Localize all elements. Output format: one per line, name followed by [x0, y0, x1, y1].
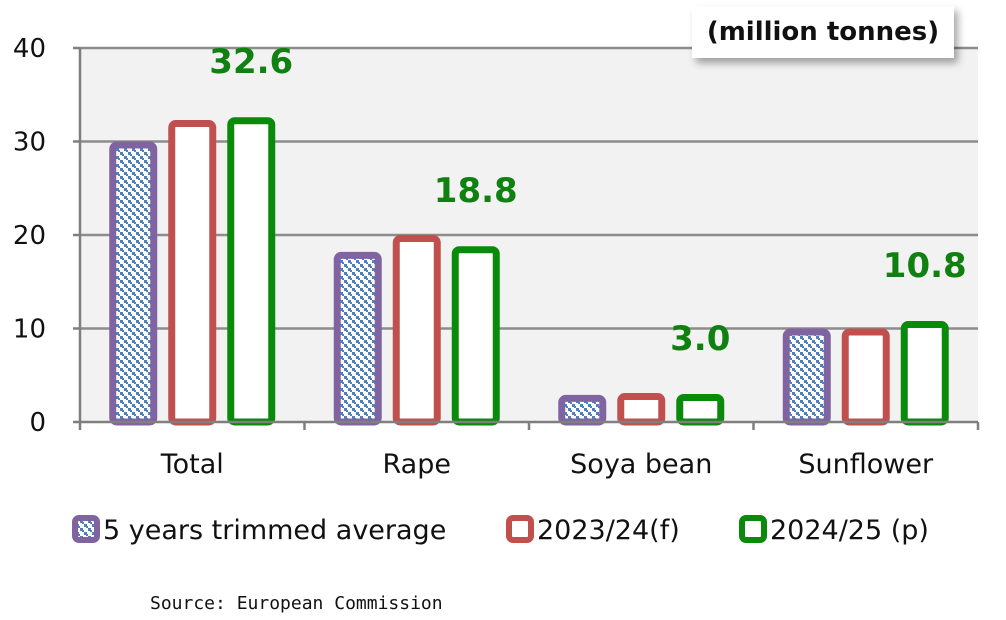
source-note: Source: European Commission	[150, 593, 443, 614]
unit-box: (million tonnes)	[692, 6, 954, 58]
x-category-label: Total	[160, 449, 224, 480]
bar-2024-25-total	[227, 117, 276, 426]
y-tick-label: 40	[13, 34, 46, 64]
legend-swatch	[72, 515, 100, 543]
legend-swatch	[739, 515, 767, 543]
data-label-soya-bean: 3.0	[670, 319, 730, 359]
bar-2023-24-sunflower	[841, 328, 890, 426]
bar-avg-rape	[333, 251, 382, 426]
bar-avg-soya-bean	[558, 394, 607, 426]
legend-label: 2024/25 (p)	[770, 515, 929, 546]
data-label-total: 32.6	[209, 42, 293, 82]
x-category-label: Rape	[383, 449, 451, 480]
x-category-label: Sunflower	[798, 449, 934, 480]
legend-label: 2023/24(f)	[537, 515, 680, 546]
legend-label: 5 years trimmed average	[103, 515, 446, 546]
bar-2023-24-soya-bean	[617, 393, 666, 426]
y-tick-label: 20	[13, 221, 46, 251]
data-label-sunflower: 10.8	[883, 246, 967, 286]
legend-swatch	[506, 515, 534, 543]
bar-avg-sunflower	[782, 328, 831, 426]
y-tick-label: 30	[13, 128, 46, 158]
bar-2024-25-soya-bean	[676, 393, 725, 426]
data-label-rape: 18.8	[434, 171, 518, 211]
bar-2023-24-total	[168, 119, 217, 426]
bar-2023-24-rape	[392, 235, 441, 426]
bar-2024-25-sunflower	[900, 321, 949, 426]
bar-2024-25-rape	[451, 246, 500, 426]
unit-label: (million tonnes)	[707, 17, 939, 47]
x-category-label: Soya bean	[570, 449, 712, 480]
y-tick-label: 10	[13, 315, 46, 345]
y-tick-label: 0	[29, 408, 46, 438]
bar-avg-total	[109, 141, 158, 426]
